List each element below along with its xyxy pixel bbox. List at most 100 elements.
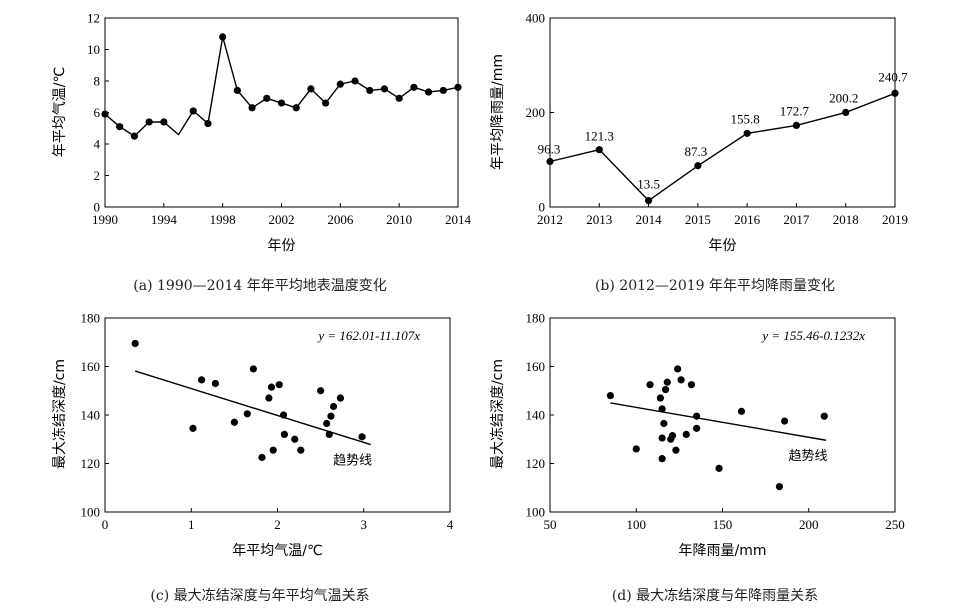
data-point [130,132,139,140]
data-point [792,121,801,129]
trend-equation: y = 155.46-0.1232x [760,328,865,343]
x-tick-label: 2006 [327,212,354,227]
x-axis-label: 年份 [709,238,737,254]
scatter-point [329,402,338,411]
data-point [351,77,359,85]
data-point [160,118,168,126]
y-tick-label: 100 [526,505,546,520]
x-tick-label: 1 [188,517,195,532]
series-line [549,92,896,202]
scatter-point [606,392,614,400]
scatter-point [269,446,277,454]
y-tick-label: 160 [526,359,546,374]
scatter-point [682,430,690,438]
y-tick-label: 140 [526,408,546,423]
trend-line [610,402,827,441]
scatter-point [693,424,701,432]
y-tick-label: 2 [94,168,101,183]
data-point [595,146,603,154]
data-point [380,85,389,93]
trend-line [134,370,371,446]
data-label: 200.2 [829,90,858,105]
scatter-point [243,410,251,418]
x-tick-label: 2014 [445,212,472,227]
y-tick-label: 4 [94,137,101,152]
x-tick-label: 250 [885,517,905,532]
scatter-point [317,387,325,395]
scatter-point [661,385,670,394]
x-tick-label: 2015 [685,212,711,227]
data-point [842,108,850,117]
scatter-point [323,419,331,428]
x-tick-label: 1998 [210,212,236,227]
data-point [410,83,418,91]
plot-frame [549,317,896,513]
scatter-point [658,434,666,442]
scatter-point [230,418,238,426]
y-axis-label: 最大冻结深度/cm [51,359,68,469]
caption-b: (b) 2012—2019 年年平均降雨量变化 [595,278,835,294]
x-tick-label: 2016 [734,212,761,227]
x-tick-label: 200 [799,517,819,532]
scatter-point [189,424,197,432]
data-label: 155.8 [731,111,760,126]
scatter-point [297,446,305,454]
scatter-point [663,378,671,386]
scatter-point [658,455,666,463]
scatter-point [275,381,283,389]
x-tick-label: 150 [713,517,733,532]
data-point [454,83,462,91]
scatter-point [658,405,666,413]
x-tick-label: 100 [627,517,647,532]
y-tick-label: 10 [87,42,100,57]
x-tick-label: 2014 [636,212,663,227]
data-point [336,80,344,88]
scatter-point [687,381,696,389]
series-line [104,36,459,137]
caption-a: (a) 1990—2014 年年平均地表温度变化 [133,278,386,294]
data-point [277,99,286,107]
x-tick-label: 2018 [833,212,859,227]
data-point [189,107,197,115]
scatter-point [267,383,276,391]
x-tick-label: 3 [361,517,368,532]
scatter-point [677,376,685,384]
scatter-point [258,453,266,462]
x-tick-label: 0 [102,517,109,532]
y-tick-label: 400 [526,11,546,26]
x-tick-label: 2017 [783,212,810,227]
data-label: 96.3 [538,141,561,156]
scatter-point [656,394,665,402]
data-point [101,110,109,118]
scatter-point [781,417,789,425]
scatter-point [775,482,784,491]
y-tick-label: 140 [81,408,101,423]
data-point [233,86,241,95]
x-tick-label: 2012 [537,212,563,227]
data-point [546,157,554,166]
data-point [322,99,330,107]
y-axis-label: 年平均气温/℃ [52,67,68,157]
data-point [219,33,227,41]
scatter-point [674,365,682,373]
scatter-point [280,430,288,438]
data-label: 87.3 [684,144,707,159]
x-tick-label: 2010 [386,212,412,227]
y-tick-label: 120 [81,456,101,471]
scatter-point [646,381,654,389]
y-tick-label: 12 [87,11,100,26]
scatter-point [668,432,677,440]
data-point [204,119,212,128]
y-axis-label: 最大冻结深度/cm [489,359,506,469]
data-point [891,89,899,97]
y-tick-label: 0 [94,200,101,215]
scatter-point [131,339,139,348]
scatter-point [291,435,299,443]
x-tick-label: 2002 [269,212,295,227]
data-point [439,86,447,95]
data-label: 172.7 [780,103,810,118]
scatter-point [198,376,206,384]
y-tick-label: 0 [539,200,546,215]
